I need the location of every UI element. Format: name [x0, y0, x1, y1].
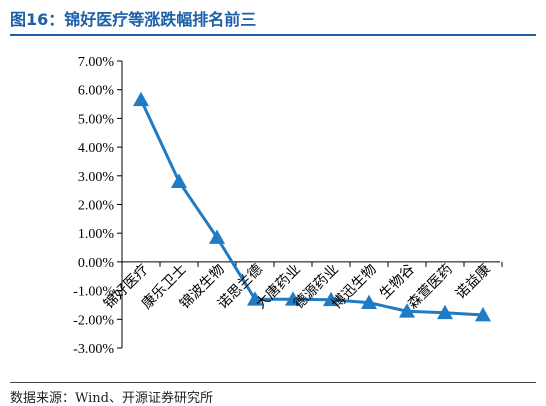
y-tick-label: -1.00% — [73, 285, 114, 300]
data-point-marker — [171, 173, 187, 188]
data-source: 数据来源：Wind、开源证券研究所 — [10, 382, 536, 406]
y-tick-label: 7.00% — [78, 55, 115, 70]
x-category-label: 诺益康 — [452, 261, 494, 303]
series-line — [139, 99, 484, 317]
data-point-marker — [133, 91, 149, 107]
y-tick-label: 4.00% — [78, 141, 115, 156]
data-point-marker — [437, 304, 453, 320]
data-point-marker — [247, 291, 263, 306]
y-tick-label: 0.00% — [78, 256, 115, 271]
y-tick-label: 3.00% — [78, 170, 115, 185]
y-tick-label: 2.00% — [78, 199, 115, 214]
data-point-marker — [285, 291, 301, 306]
data-point-marker — [323, 291, 339, 307]
y-tick-label: -2.00% — [73, 313, 114, 328]
data-point-marker — [361, 294, 377, 310]
y-tick-label: 1.00% — [78, 227, 115, 242]
data-point-marker — [209, 229, 225, 244]
data-point-marker — [475, 306, 491, 322]
data-point-marker — [399, 303, 415, 318]
y-tick-label: 5.00% — [78, 112, 115, 127]
y-tick-label: -3.00% — [73, 342, 114, 357]
y-tick-label: 6.00% — [78, 84, 115, 99]
chart-title: 图16：锦好医疗等涨跌幅排名前三 — [10, 6, 536, 36]
